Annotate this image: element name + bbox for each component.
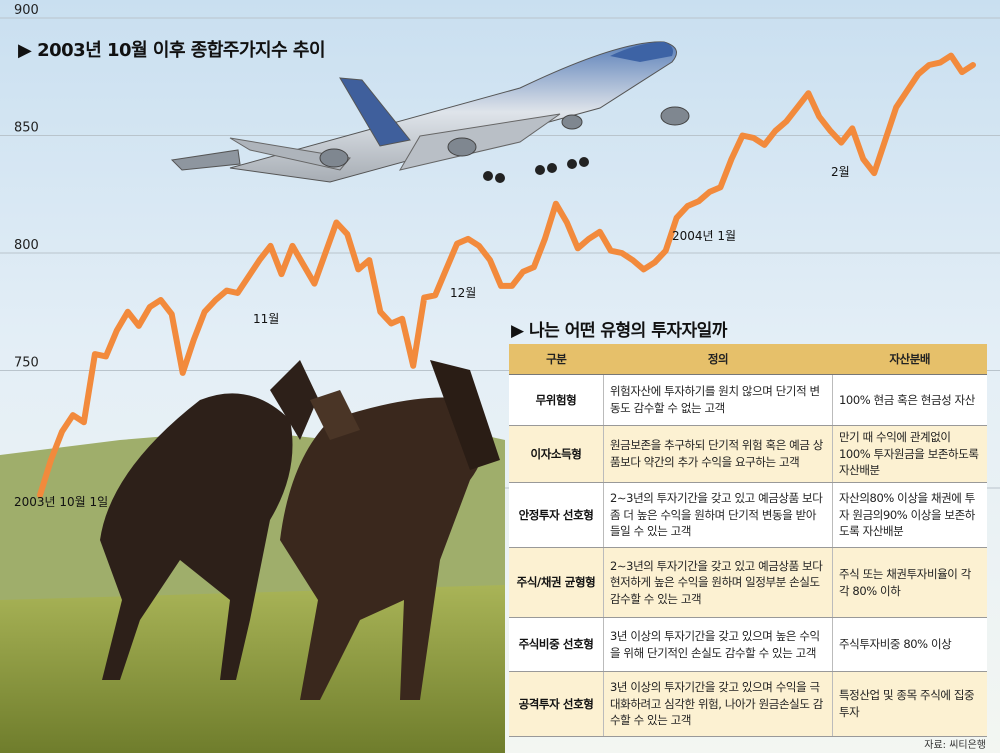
table-row: 이자소득형 원금보존을 추구하되 단기적 위험 혹은 예금 상품보다 약간의 추… xyxy=(509,425,987,484)
header-type: 구분 xyxy=(509,344,604,375)
annotation-jan: 2004년 1월 xyxy=(672,229,736,243)
table-row: 공격투자 선호형 3년 이상의 투자기간을 갖고 있으며 수익을 극대화하려고 … xyxy=(509,671,987,738)
annotation-nov: 11월 xyxy=(253,312,279,326)
airplane-illustration xyxy=(170,41,690,183)
row-definition: 2∼3년의 투자기간을 갖고 있고 예금상품 보다 좀 더 높은 수익을 원하며… xyxy=(603,482,833,549)
annotation-feb: 2월 xyxy=(831,165,850,179)
row-definition: 원금보존을 추구하되 단기적 위험 혹은 예금 상품보다 약간의 추가 수익을 … xyxy=(603,425,833,484)
row-allocation: 주식투자비중 80% 이상 xyxy=(832,617,987,673)
row-definition: 2∼3년의 투자기간을 갖고 있고 예금상품 보다 현저하게 높은 수익을 원하… xyxy=(603,547,833,619)
table-row: 무위험형 위험자산에 투자하기를 원치 않으며 단기적 변동도 감수할 수 없는… xyxy=(509,374,987,426)
row-type: 이자소득형 xyxy=(509,425,604,484)
table-header-row: 구분 정의 자산분배 xyxy=(509,344,987,375)
row-allocation: 주식 또는 채권투자비율이 각각 80% 이하 xyxy=(832,547,987,619)
row-definition: 3년 이상의 투자기간을 갖고 있으며 높은 수익을 위해 단기적인 손실도 감… xyxy=(603,617,833,673)
row-allocation: 100% 현금 혹은 현금성 자산 xyxy=(832,374,987,426)
row-allocation: 자산의80% 이상을 채권에 투자 원금의90% 이상을 보존하도록 자산배분 xyxy=(832,482,987,549)
kospi-line-series xyxy=(37,52,976,499)
row-type: 주식비중 선호형 xyxy=(509,617,604,673)
header-definition: 정의 xyxy=(603,344,833,375)
y-tick-label: 900 xyxy=(14,3,39,18)
row-type: 안정투자 선호형 xyxy=(509,482,604,549)
row-type: 주식/채권 균형형 xyxy=(509,547,604,619)
row-allocation: 만기 때 수익에 관계없이 100% 투자원금을 보존하도록 자산배분 xyxy=(832,425,987,484)
header-allocation: 자산분배 xyxy=(832,344,987,375)
y-tick-label: 750 xyxy=(14,356,39,371)
row-definition: 3년 이상의 투자기간을 갖고 있으며 수익을 극대화하려고 심각한 위험, 나… xyxy=(603,671,833,738)
source-note: 자료: 씨티은행 xyxy=(924,740,986,751)
annotation-start: 2003년 10월 1일 xyxy=(14,495,108,509)
chart-title: ▶ 2003년 10월 이후 종합주가지수 추이 xyxy=(18,40,326,61)
row-type: 무위험형 xyxy=(509,374,604,426)
row-allocation: 특정산업 및 종목 주식에 집중투자 xyxy=(832,671,987,738)
horses-photo xyxy=(0,360,505,753)
y-axis: 900850800750700 xyxy=(14,3,39,488)
y-tick-label: 800 xyxy=(14,238,39,253)
annotation-dec: 12월 xyxy=(450,286,476,300)
table-row: 주식/채권 균형형 2∼3년의 투자기간을 갖고 있고 예금상품 보다 현저하게… xyxy=(509,547,987,619)
row-definition: 위험자산에 투자하기를 원치 않으며 단기적 변동도 감수할 수 없는 고객 xyxy=(603,374,833,426)
table-row: 주식비중 선호형 3년 이상의 투자기간을 갖고 있으며 높은 수익을 위해 단… xyxy=(509,617,987,673)
investor-type-table: 구분 정의 자산분배 무위험형 위험자산에 투자하기를 원치 않으며 단기적 변… xyxy=(509,344,987,738)
table-title: ▶ 나는 어떤 유형의 투자자일까 xyxy=(511,321,727,341)
table-row: 안정투자 선호형 2∼3년의 투자기간을 갖고 있고 예금상품 보다 좀 더 높… xyxy=(509,482,987,549)
row-type: 공격투자 선호형 xyxy=(509,671,604,738)
y-tick-label: 850 xyxy=(14,121,39,136)
